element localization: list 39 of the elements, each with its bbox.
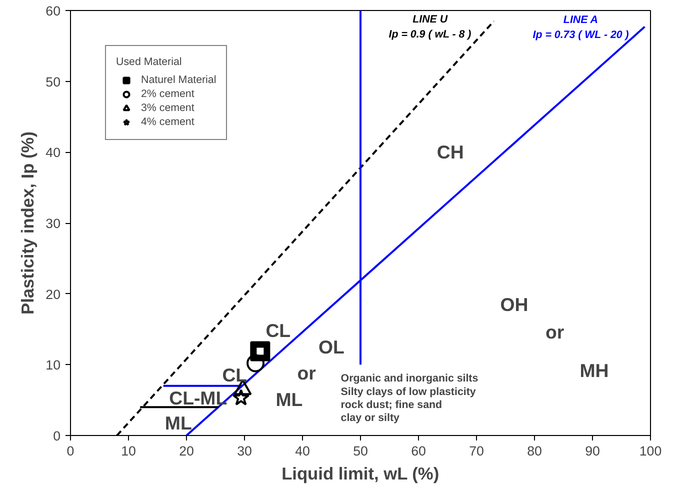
annotation: or [545, 322, 564, 343]
annotation: or [297, 362, 316, 384]
legend-label: Naturel Material [141, 73, 216, 87]
annotation: ML [164, 412, 192, 434]
y-tick-label: 0 [53, 428, 61, 444]
annotation: CH [436, 142, 464, 163]
legend-label: 3% cement [141, 101, 194, 115]
annotation: MH [580, 360, 609, 381]
y-tick-label: 50 [46, 74, 61, 90]
annotation: ML [276, 388, 303, 410]
legend-title: Used Material [116, 56, 183, 68]
y-tick-label: 20 [46, 286, 61, 302]
x-tick-label: 30 [237, 444, 252, 458]
x-tick-label: 70 [469, 444, 484, 458]
series-label: LINE U Ip = 0.9 ( wL - 8 ) [388, 13, 472, 40]
annotation: CL [266, 320, 291, 342]
x-tick-label: 100 [639, 444, 662, 458]
annotation: CL-ML [169, 388, 228, 409]
annotation: Organic and inorganic silts Silty clays of low plasticity rock dust; fine sand clay or silty [340, 372, 478, 424]
legend-label: 2% cement [141, 87, 194, 101]
annotation: CL [222, 364, 248, 386]
x-tick-label: 20 [179, 444, 194, 458]
y-axis-title: Plasticity index, Ip (%) [18, 132, 38, 314]
annotation: OH [500, 294, 528, 316]
x-tick-label: 80 [527, 444, 542, 458]
x-tick-label: 90 [585, 444, 600, 458]
x-tick-label: 10 [121, 444, 136, 458]
x-tick-label: 40 [295, 444, 310, 458]
y-tick-label: 30 [46, 216, 61, 231]
x-tick-label: 60 [411, 444, 426, 458]
series-label: LINE A Ip = 0.73 ( WL - 20 ) [532, 14, 630, 42]
y-tick-label: 60 [46, 4, 61, 18]
annotation: OL [318, 336, 344, 358]
x-axis-title: Liquid limit, wL (%) [282, 464, 440, 484]
y-tick-label: 10 [46, 358, 61, 373]
y-tick-label: 40 [46, 145, 61, 160]
legend-label: 4% cement [141, 115, 194, 129]
x-tick-label: 0 [66, 444, 74, 458]
x-tick-label: 50 [353, 444, 368, 458]
